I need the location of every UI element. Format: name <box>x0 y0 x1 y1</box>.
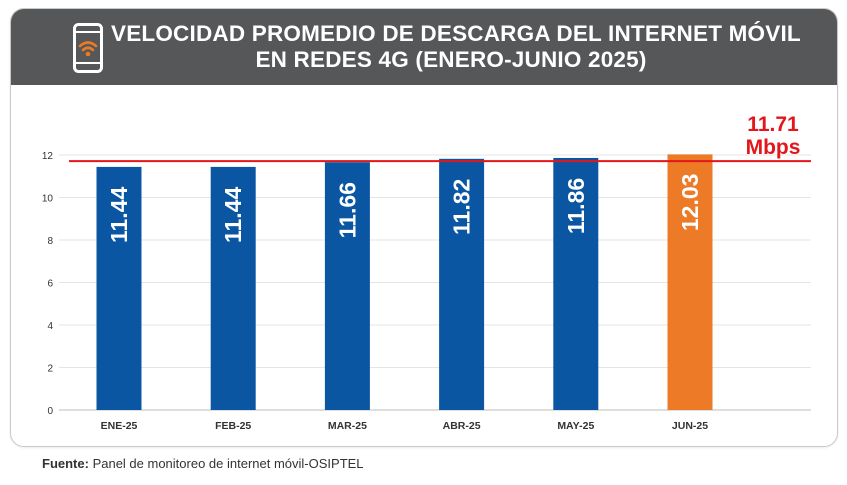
chart-title-line2: EN REDES 4G (ENERO-JUNIO 2025) <box>255 47 647 72</box>
chart-title: VELOCIDAD PROMEDIO DE DESCARGA DEL INTER… <box>111 21 801 73</box>
x-tick-label: MAR-25 <box>328 420 367 432</box>
bar-value-label: 12.03 <box>677 174 703 232</box>
x-tick-label: ABR-25 <box>443 420 481 432</box>
y-tick-label: 6 <box>47 279 53 290</box>
y-tick-label: 10 <box>42 194 54 205</box>
bar-value-label: 11.86 <box>563 178 589 234</box>
bar-value-label: 11.82 <box>449 179 475 235</box>
y-tick-label: 8 <box>47 236 53 247</box>
source-note: Fuente: Panel de monitoreo de internet m… <box>42 456 364 471</box>
bar <box>439 158 485 410</box>
chart-header: VELOCIDAD PROMEDIO DE DESCARGA DEL INTER… <box>11 9 837 85</box>
bar-value-label: 11.44 <box>106 187 132 243</box>
reference-unit-label: Mbps <box>746 136 801 159</box>
x-tick-label: FEB-25 <box>215 420 251 432</box>
y-tick-label: 2 <box>47 364 53 375</box>
y-tick-label: 4 <box>47 321 53 332</box>
bar <box>667 154 713 410</box>
x-tick-label: MAY-25 <box>557 420 594 432</box>
bar <box>210 166 256 410</box>
bar <box>553 157 599 410</box>
x-tick-label: ENE-25 <box>101 420 138 432</box>
x-tick-label: JUN-25 <box>672 420 708 432</box>
source-text: Panel de monitoreo de internet móvil-OSI… <box>88 456 364 471</box>
y-tick-label: 12 <box>42 151 54 162</box>
y-tick-label: 0 <box>47 406 53 417</box>
bar <box>96 166 142 410</box>
bar <box>324 162 370 410</box>
reference-value-label: 11.71 <box>747 113 799 136</box>
bar-value-label: 11.66 <box>334 182 360 238</box>
chart-title-line1: VELOCIDAD PROMEDIO DE DESCARGA DEL INTER… <box>111 21 801 46</box>
source-label: Fuente: <box>42 456 89 471</box>
bar-value-label: 11.44 <box>220 187 246 243</box>
bar-chart: 0 2 4 6 8 10 12 11.44 ENE-25 11.44 FEB-25 11.66 MAR-… <box>42 113 811 432</box>
chart-card: VELOCIDAD PROMEDIO DE DESCARGA DEL INTER… <box>10 8 838 447</box>
smartphone-wifi-icon <box>73 23 103 73</box>
